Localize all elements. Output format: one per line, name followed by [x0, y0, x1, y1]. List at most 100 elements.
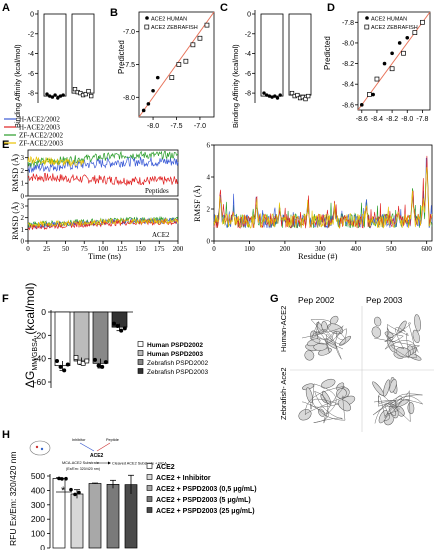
- xtick-label: -8.0: [401, 116, 413, 123]
- point: [84, 358, 90, 364]
- bar: [70, 493, 84, 549]
- panel-b-legend-marker-human: [145, 16, 149, 20]
- rmsd-peptides-frame: [27, 149, 179, 197]
- ytick-label: 6: [207, 142, 211, 150]
- ytick-label: 1: [21, 226, 25, 234]
- panel-d-legend-human: ACE2 HUMAN: [371, 17, 407, 23]
- panel-f-yticks: 0 -20 -40 -60: [34, 307, 51, 387]
- ytick-label: -8.0: [123, 95, 135, 102]
- bar: [124, 484, 138, 549]
- schema-inhibitor: Inhibitor: [72, 438, 86, 442]
- rmsd-ace2-ylabel: RMSD (Å): [10, 202, 20, 240]
- rmsd-ace2-tag: ACE2: [152, 231, 170, 239]
- legend-zf2002: ZF-ACE2/2002: [19, 132, 63, 140]
- bar: [260, 13, 284, 97]
- point-human: [359, 103, 364, 107]
- panel-b-ylabel: Predicted: [117, 40, 126, 74]
- xtick-label: 300: [315, 245, 326, 253]
- xtick-label: 200: [173, 245, 184, 253]
- panel-h-bars: [52, 474, 138, 549]
- structure-helix: [383, 379, 391, 397]
- point: [64, 476, 68, 481]
- ytick-label: -2: [28, 31, 34, 38]
- ytick-label: 1: [21, 180, 25, 188]
- legend-label: Human PSPD2003: [147, 351, 203, 358]
- legend-swatch: [137, 359, 144, 365]
- xtick-label: 400: [351, 245, 362, 253]
- panel-a-ylabel: Binding Affinity (kcal/mol): [13, 44, 22, 128]
- structure-helix: [397, 320, 407, 334]
- legend-h2003: H-ACE2/2003: [19, 124, 60, 132]
- ytick-label: -60: [34, 377, 47, 387]
- point: [93, 357, 97, 362]
- ytick-label: -8: [245, 91, 251, 98]
- point-zebrafish: [169, 75, 175, 80]
- structure-helix: [414, 314, 421, 332]
- ytick-label: 2: [21, 214, 25, 222]
- panel-d-legend-zebrafish: ACE2 ZEBRAFISH: [371, 25, 418, 31]
- bar: [106, 484, 120, 549]
- xtick-label: 0: [26, 245, 30, 253]
- xtick-label: 0: [212, 245, 216, 253]
- bar: [73, 311, 90, 362]
- panel-d-ticks: -7.8-8.0-8.2-8.4-8.6-8.6 -8.4 -8.2 -8.0 -7.8: [342, 20, 429, 123]
- structure-coil: [301, 383, 346, 424]
- legend-label: Zebrafish PSPD2003: [147, 369, 208, 376]
- point: [58, 364, 63, 369]
- ytick-label: -8.6: [342, 102, 354, 109]
- xtick-label: -8.4: [371, 116, 383, 123]
- panel-d: Predicted -7.8-8.0-8.2-8.4-8.6-8.6 -8.4 -8…: [323, 11, 431, 123]
- point: [89, 93, 94, 99]
- structure-helix: [320, 378, 336, 389]
- point-zebrafish: [197, 35, 203, 41]
- ytick-label: 200: [31, 514, 45, 524]
- ytick-label: 0: [40, 543, 45, 550]
- panel-d-ylabel: Predicted: [323, 36, 332, 70]
- xtick-label: 75: [81, 245, 89, 253]
- legend-swatch: [137, 350, 144, 356]
- xtick-label: 175: [154, 245, 165, 253]
- panel-f-ylabel: ΔGMM/GBSA (kcal/mol): [23, 283, 39, 388]
- legend-label: ACE2 + Inhibitor: [156, 475, 211, 482]
- panel-f-ylabel-unit: (kcal/mol): [23, 283, 37, 335]
- schema-enzyme: ACE2: [90, 453, 104, 459]
- panel-letter-c: C: [220, 2, 228, 14]
- bar: [43, 13, 67, 97]
- point: [48, 94, 52, 98]
- point-human: [390, 51, 394, 56]
- point: [62, 368, 67, 373]
- panel-e: H-ACE2/2002 H-ACE2/2003 ZF-ACE2/2002 ZF-…: [4, 116, 432, 261]
- point: [289, 90, 295, 96]
- ytick-label: -7.8: [342, 20, 354, 27]
- point: [265, 93, 269, 97]
- rmsf-yticks: 6 4 2 0: [207, 142, 214, 246]
- ytick-label: -8: [28, 91, 34, 98]
- ytick-label: 0: [207, 238, 211, 246]
- panel-g-row1: Human-ACE2: [279, 306, 288, 352]
- schema-exem: (Ex/Em: 320/420 nm): [66, 467, 100, 471]
- structure-coil: [373, 322, 420, 359]
- bar: [71, 13, 95, 94]
- point: [58, 94, 63, 98]
- schema-substrate: MCA-ACE2 Substrate: [62, 461, 99, 465]
- panel-g-structures: [298, 314, 423, 426]
- point: [56, 96, 60, 100]
- point-zebrafish: [183, 58, 189, 64]
- xtick-label: 200: [280, 245, 291, 253]
- panel-h-yticks: 500 400 300 200 100 0: [31, 471, 50, 550]
- ytick-label: -4: [28, 51, 34, 58]
- ytick-label: 0: [30, 12, 34, 19]
- point: [50, 95, 55, 99]
- schema-peptide-arrow: [96, 442, 111, 452]
- bar: [288, 13, 312, 96]
- structure-helix: [336, 388, 347, 399]
- point: [267, 94, 272, 98]
- point: [112, 321, 116, 326]
- legend-label: ACE2: [156, 464, 175, 471]
- point-zebrafish: [389, 66, 395, 72]
- legend-zf2003: ZF-ACE2/2003: [19, 140, 63, 148]
- point-zebrafish: [176, 62, 182, 67]
- xtick-label: 100: [98, 245, 109, 253]
- point: [119, 328, 124, 333]
